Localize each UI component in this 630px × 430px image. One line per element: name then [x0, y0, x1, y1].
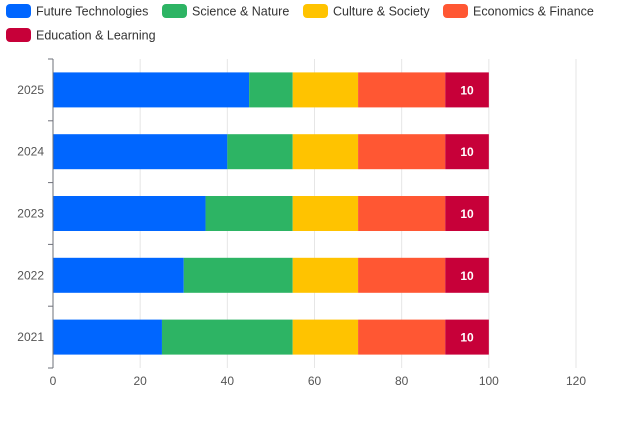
bar-segment[interactable]	[292, 134, 359, 170]
bar-segment[interactable]	[205, 196, 293, 231]
bars: 10 10 10 10 10	[53, 72, 489, 355]
data-label: 10	[460, 269, 474, 283]
bar-segment[interactable]	[445, 72, 489, 108]
bar-segment[interactable]	[445, 134, 489, 170]
x-tick-label: 20	[133, 374, 147, 388]
bar-segment[interactable]	[227, 134, 293, 170]
y-tick-label: 2022	[17, 268, 44, 282]
data-label: 10	[460, 83, 474, 97]
legend-label[interactable]: Culture & Society	[333, 5, 430, 19]
legend-label[interactable]: Science & Nature	[192, 5, 289, 19]
bar-segment[interactable]	[358, 72, 446, 108]
y-tick-label: 2024	[17, 145, 44, 159]
bar-segment[interactable]	[292, 72, 359, 108]
bar-segment[interactable]	[53, 196, 206, 231]
legend-label[interactable]: Economics & Finance	[473, 5, 594, 19]
y-tick-label: 2023	[17, 207, 44, 221]
bar-segment[interactable]	[53, 134, 228, 170]
bar-segment[interactable]	[292, 319, 359, 355]
bar-segment[interactable]	[292, 257, 359, 293]
legend-label[interactable]: Future Technologies	[36, 5, 148, 19]
data-label: 10	[460, 145, 474, 159]
legend-swatch[interactable]	[443, 4, 468, 18]
data-label: 10	[460, 331, 474, 345]
legend: Future Technologies Science & Nature Cultu…	[6, 4, 594, 43]
bar-segment[interactable]	[358, 319, 446, 355]
bar-segment[interactable]	[53, 257, 184, 293]
legend-swatch[interactable]	[6, 28, 31, 42]
y-tick-label: 2021	[17, 330, 44, 344]
x-tick-label: 60	[308, 374, 322, 388]
bar-segment[interactable]	[161, 319, 293, 355]
x-tick-label: 80	[395, 374, 409, 388]
bar-segment[interactable]	[358, 196, 446, 231]
bar-segment[interactable]	[292, 196, 359, 231]
bar-segment[interactable]	[445, 257, 489, 293]
data-label: 10	[460, 207, 474, 221]
legend-swatch[interactable]	[303, 4, 328, 18]
x-tick-label: 0	[50, 374, 57, 388]
bar-segment[interactable]	[445, 196, 489, 231]
bar-segment[interactable]	[53, 319, 162, 355]
bar-segment[interactable]	[183, 257, 293, 293]
axes: 2021 2022 2023 2024 2025 0 20 40 60 80 100 120	[17, 58, 586, 388]
bar-segment[interactable]	[249, 72, 293, 108]
bar-segment[interactable]	[358, 257, 446, 293]
y-tick-label: 2025	[17, 83, 44, 97]
legend-swatch[interactable]	[162, 4, 187, 18]
bar-segment[interactable]	[445, 319, 489, 355]
bar-segment[interactable]	[53, 72, 250, 108]
legend-label[interactable]: Education & Learning	[36, 29, 156, 43]
x-tick-label: 120	[566, 374, 586, 388]
x-tick-label: 100	[479, 374, 499, 388]
bar-segment[interactable]	[358, 134, 446, 170]
legend-swatch[interactable]	[6, 4, 31, 18]
x-tick-label: 40	[221, 374, 235, 388]
